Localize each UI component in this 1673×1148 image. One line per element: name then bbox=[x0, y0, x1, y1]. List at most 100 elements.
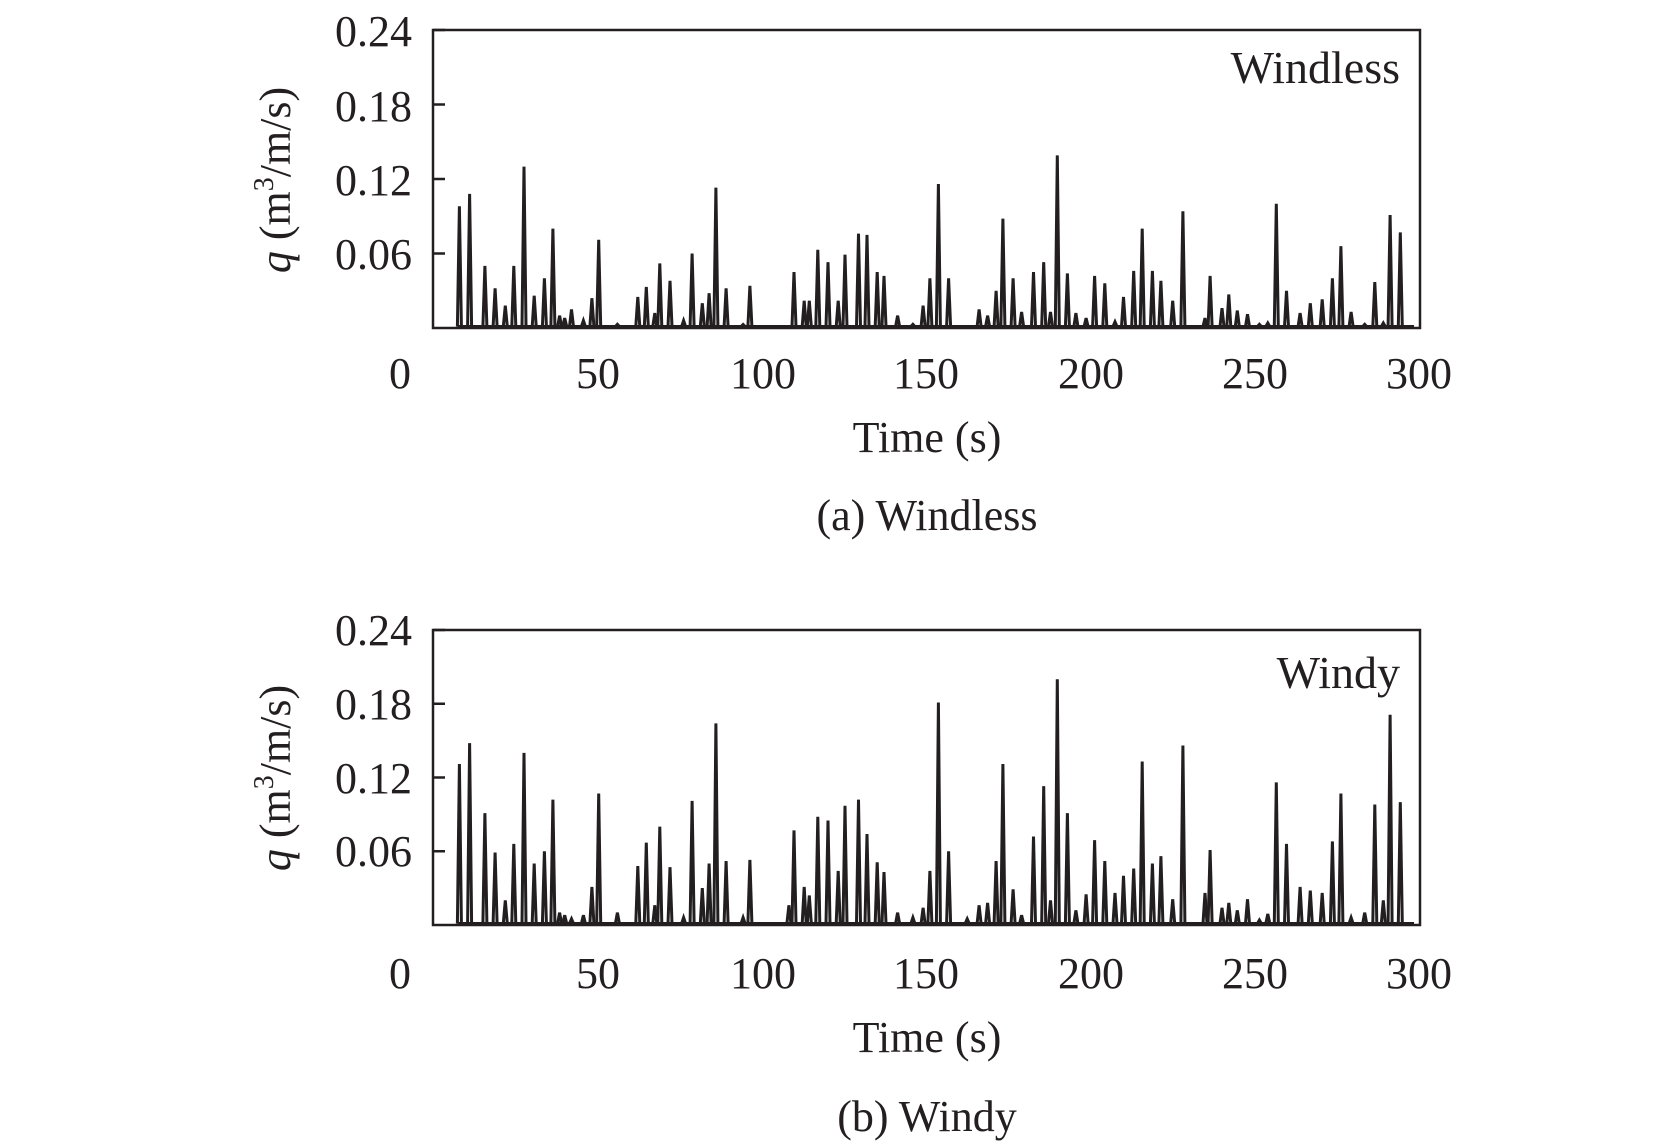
spike-peak bbox=[491, 288, 499, 327]
spike-peak bbox=[1218, 907, 1226, 924]
spike-peak bbox=[568, 915, 575, 925]
spike-peak bbox=[1328, 841, 1336, 924]
spike-peak bbox=[722, 861, 730, 924]
spike-peak bbox=[1337, 793, 1345, 924]
spike-peak bbox=[1179, 211, 1187, 327]
spike-peak bbox=[1379, 900, 1387, 924]
spike-peak bbox=[1244, 314, 1251, 327]
spike-peak bbox=[579, 914, 587, 924]
spike-peak bbox=[656, 826, 664, 924]
spike-peak bbox=[1169, 899, 1177, 924]
spike-peak bbox=[1157, 856, 1165, 924]
spike-peak bbox=[1148, 863, 1156, 924]
spike-peak bbox=[894, 912, 902, 924]
spike-peak bbox=[1264, 913, 1272, 924]
spike-peak bbox=[481, 265, 489, 327]
spike-peak bbox=[963, 915, 971, 925]
spike-peak bbox=[1318, 892, 1326, 924]
spike-peak bbox=[814, 816, 822, 924]
spike-peak bbox=[1206, 275, 1214, 327]
spike-peak bbox=[530, 295, 538, 327]
spike-peak bbox=[1371, 804, 1379, 924]
spike-peak bbox=[1101, 861, 1109, 924]
spike-peak bbox=[1053, 155, 1061, 327]
spike-peak bbox=[1120, 875, 1127, 924]
spike-peak bbox=[642, 286, 650, 327]
spike-peak bbox=[1272, 203, 1280, 327]
spike-peak bbox=[746, 859, 754, 924]
spike-peak bbox=[1371, 282, 1379, 327]
spike-peak bbox=[520, 752, 528, 924]
y-tick-label: 0.18 bbox=[335, 680, 412, 729]
spike-peak bbox=[705, 863, 713, 924]
spike-peak bbox=[999, 763, 1007, 924]
spike-peak bbox=[880, 275, 888, 327]
x-tick-label: 250 bbox=[1222, 349, 1288, 398]
x-tick-label: 50 bbox=[576, 949, 620, 998]
x-tick-label: 100 bbox=[730, 349, 796, 398]
spike-peak bbox=[642, 842, 650, 924]
y-tick-label: 0.06 bbox=[335, 230, 412, 279]
spike-peak bbox=[909, 912, 917, 924]
x-tick-label: 0 bbox=[389, 949, 411, 998]
spike-peak bbox=[501, 305, 509, 327]
spike-peak bbox=[1233, 310, 1241, 327]
spike-peak bbox=[1138, 761, 1146, 924]
x-axis-title: Time (s) bbox=[853, 413, 1002, 462]
spike-peak bbox=[688, 800, 696, 924]
spike-peak bbox=[855, 799, 862, 924]
spike-peak bbox=[491, 852, 499, 924]
spike-peak bbox=[800, 886, 808, 924]
spike-peak bbox=[945, 278, 953, 327]
chart-panel-windless: 0.06 0.12 0.18 0.24 0 50 100 150 200 250… bbox=[249, 7, 1452, 540]
spike-peak bbox=[1361, 912, 1369, 924]
plot-frame bbox=[431, 628, 1422, 927]
spike-peak bbox=[656, 263, 664, 327]
spike-peak bbox=[934, 702, 942, 924]
spike-peak bbox=[455, 206, 463, 327]
spike-peak bbox=[1138, 228, 1146, 327]
spike-peak bbox=[873, 272, 881, 327]
spike-peak bbox=[992, 861, 1000, 924]
spike-peak bbox=[834, 870, 842, 924]
spike-peak bbox=[634, 865, 642, 924]
spike-peak bbox=[540, 851, 548, 924]
spike-peak bbox=[1009, 278, 1017, 327]
spike-peak bbox=[556, 315, 564, 327]
spike-peak bbox=[814, 249, 822, 327]
spike-peak bbox=[1306, 303, 1314, 327]
spike-peak bbox=[975, 905, 983, 924]
spike-peak bbox=[790, 272, 798, 327]
spike-peak bbox=[712, 187, 720, 327]
spike-peak bbox=[975, 309, 983, 327]
y-tick-labels: 0.06 0.12 0.18 0.24 bbox=[335, 7, 412, 279]
spike-peak bbox=[785, 905, 793, 924]
spike-peak bbox=[466, 193, 474, 327]
x-tick-label: 300 bbox=[1386, 349, 1452, 398]
spike-peak bbox=[894, 315, 902, 327]
spike-peak bbox=[510, 265, 518, 327]
spike-peak bbox=[1296, 886, 1304, 924]
spike-peak bbox=[863, 833, 871, 924]
spike-peak bbox=[984, 315, 992, 327]
y-tick-label: 0.12 bbox=[335, 156, 412, 205]
spike-peak bbox=[945, 851, 953, 924]
spike-peak bbox=[1337, 246, 1345, 327]
spike-peak bbox=[1047, 311, 1054, 327]
y-axis-title: q (m3/m/s) bbox=[249, 87, 300, 273]
spike-peak bbox=[1233, 910, 1241, 924]
spike-peak bbox=[1283, 290, 1290, 327]
y-tick-label: 0.24 bbox=[335, 7, 412, 56]
x-tick-labels: 0 50 100 150 200 250 300 bbox=[389, 349, 1452, 398]
spike-peak bbox=[805, 300, 813, 327]
spike-peak bbox=[1157, 280, 1165, 327]
spike-peak bbox=[880, 872, 888, 924]
spike-peak bbox=[1347, 311, 1355, 327]
spike-peak bbox=[1218, 307, 1226, 327]
spike-peak bbox=[1244, 899, 1251, 924]
spike-peak bbox=[613, 912, 621, 924]
spike-peak bbox=[556, 912, 564, 924]
y-tick-label: 0.06 bbox=[335, 827, 412, 876]
spike-peak bbox=[992, 290, 1000, 327]
spike-peak bbox=[588, 886, 596, 924]
